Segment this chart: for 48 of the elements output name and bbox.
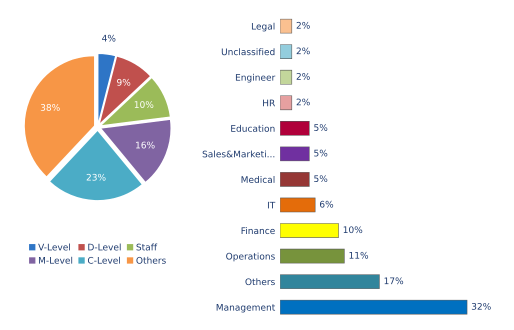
y-tick-label: Unclassified	[222, 48, 274, 56]
data-label: 5%	[314, 175, 328, 182]
y-tick-label: Sales&Marketi...	[202, 150, 274, 158]
legend-label: V-Level	[38, 244, 70, 251]
y-tick-label: Management	[216, 304, 276, 312]
legend-label: Staff	[136, 244, 158, 251]
data-label: 23%	[86, 174, 106, 181]
data-label: 11%	[350, 252, 368, 259]
data-label: 17%	[384, 277, 404, 284]
legend-label: D-Level	[88, 244, 121, 251]
data-label: 10%	[344, 226, 362, 234]
y-tick-label: IT	[268, 202, 276, 208]
data-label: 16%	[136, 142, 155, 148]
bar	[280, 300, 468, 314]
bar	[280, 18, 292, 34]
y-tick-label: Others	[245, 278, 275, 286]
bar	[280, 223, 339, 238]
data-label: 6%	[320, 200, 334, 208]
data-label: 32%	[472, 302, 491, 310]
y-tick-label: Finance	[242, 227, 275, 234]
data-label: 5%	[314, 150, 328, 156]
y-tick-label: Engineer	[236, 74, 276, 83]
y-tick-label: HR	[263, 100, 276, 106]
bar	[280, 146, 310, 162]
y-tick-label: Education	[231, 124, 274, 132]
bar	[280, 172, 310, 187]
legend-label: C-Level	[88, 256, 120, 264]
data-label: 2%	[296, 47, 310, 54]
bar	[280, 121, 310, 136]
legend-label: M-Level	[38, 256, 72, 264]
data-label: 2%	[296, 22, 310, 29]
data-label: 2%	[296, 98, 310, 106]
legend-label: Others	[136, 256, 166, 264]
y-tick-label: Legal	[252, 22, 274, 32]
y-tick-label: Medical	[242, 176, 274, 183]
bar	[280, 198, 316, 212]
bar	[280, 44, 292, 59]
data-label: 38%	[40, 104, 60, 111]
bar	[280, 274, 380, 289]
y-tick-label: Operations	[226, 252, 275, 262]
data-label: 10%	[134, 101, 154, 108]
bar	[280, 248, 345, 264]
data-label: 4%	[102, 34, 116, 42]
bar	[280, 95, 292, 110]
data-label: 9%	[117, 78, 130, 86]
data-label: 2%	[296, 73, 310, 80]
bar	[280, 70, 292, 85]
data-label: 5%	[314, 124, 328, 131]
